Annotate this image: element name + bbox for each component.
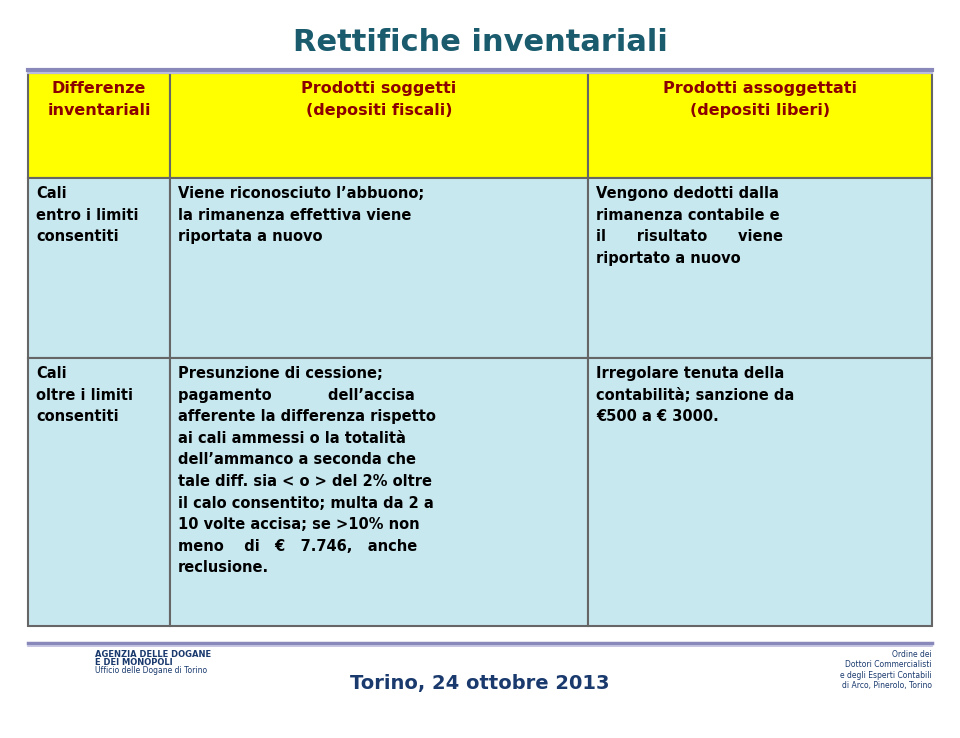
Text: Prodotti soggetti
(depositi fiscali): Prodotti soggetti (depositi fiscali): [301, 81, 457, 117]
Bar: [588, 73, 932, 178]
Bar: [28, 358, 170, 626]
Text: Irregolare tenuta della
contabilità; sanzione da
€500 a € 3000.: Irregolare tenuta della contabilità; san…: [596, 366, 794, 424]
Text: Cali
entro i limiti
consentiti: Cali entro i limiti consentiti: [36, 186, 138, 244]
Bar: [28, 178, 170, 358]
Bar: [170, 358, 588, 626]
Text: AGENZIA DELLE DOGANE: AGENZIA DELLE DOGANE: [95, 650, 211, 659]
Text: Ordine dei
Dottori Commercialisti
e degli Esperti Contabili
di Arco, Pinerolo, T: Ordine dei Dottori Commercialisti e degl…: [840, 650, 932, 690]
Text: Torino, 24 ottobre 2013: Torino, 24 ottobre 2013: [350, 674, 610, 692]
Text: Differenze
inventariali: Differenze inventariali: [47, 81, 151, 117]
Bar: [170, 178, 588, 358]
Text: Vengono dedotti dalla
rimanenza contabile e
il      risultato      viene
riporta: Vengono dedotti dalla rimanenza contabil…: [596, 186, 783, 266]
Text: Prodotti assoggettati
(depositi liberi): Prodotti assoggettati (depositi liberi): [663, 81, 857, 117]
Text: E DEI MONOPOLI: E DEI MONOPOLI: [95, 658, 173, 667]
Text: Rettifiche inventariali: Rettifiche inventariali: [293, 28, 667, 57]
Bar: [170, 73, 588, 178]
Text: Presunzione di cessione;
pagamento           dell’accisa
afferente la differenza: Presunzione di cessione; pagamento dell’…: [178, 366, 436, 576]
Bar: [588, 178, 932, 358]
Text: Ufficio delle Dogane di Torino: Ufficio delle Dogane di Torino: [95, 666, 207, 675]
Text: Viene riconosciuto l’abbuono;
la rimanenza effettiva viene
riportata a nuovo: Viene riconosciuto l’abbuono; la rimanen…: [178, 186, 424, 244]
Text: Cali
oltre i limiti
consentiti: Cali oltre i limiti consentiti: [36, 366, 133, 424]
Bar: [588, 358, 932, 626]
Bar: [28, 73, 170, 178]
